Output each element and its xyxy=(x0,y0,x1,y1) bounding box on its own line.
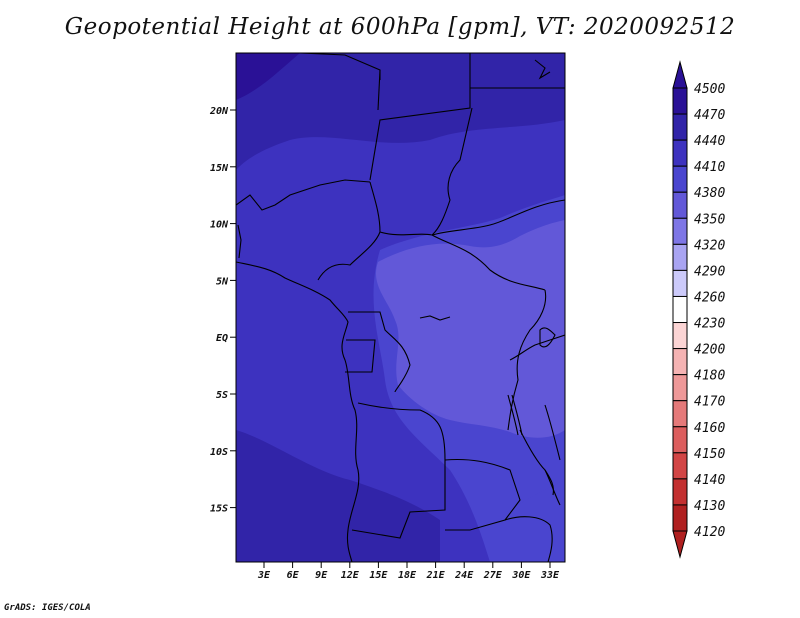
colorbar-label: 4380 xyxy=(694,186,725,201)
border-libya xyxy=(369,53,471,181)
colorbar-swatch xyxy=(672,269,688,297)
fill-4440-4470-south xyxy=(236,430,440,562)
colorbar-swatch xyxy=(672,165,688,193)
border-algeria xyxy=(299,53,381,80)
lat-tick-label: 5S xyxy=(216,390,228,401)
colorbar-swatch xyxy=(672,426,688,454)
lon-tick-label: 18E xyxy=(398,570,417,581)
colorbar-label: 4500 xyxy=(694,82,725,97)
lat-tick-label: EQ xyxy=(216,333,228,344)
lon-tick-label: 33E xyxy=(540,570,560,581)
colorbar-swatch xyxy=(672,113,688,141)
lon-tick-label: 3E xyxy=(257,570,271,581)
colorbar-label: 4180 xyxy=(694,369,725,384)
colorbar-swatch xyxy=(672,478,688,506)
border-sahel xyxy=(236,179,371,211)
lake-malawi xyxy=(544,469,554,496)
lon-tick-label: 15E xyxy=(369,570,388,581)
colorbar-label: 4200 xyxy=(694,343,725,358)
fill-4470-4500 xyxy=(236,53,300,100)
colorbar-label: 4130 xyxy=(694,499,725,514)
credit-label: GrADS: IGES/COLA xyxy=(4,603,91,613)
colorbar-label: 4440 xyxy=(694,134,725,149)
colorbar-label: 4290 xyxy=(694,264,725,279)
colorbar-swatch xyxy=(672,400,688,428)
colorbar-swatch xyxy=(672,374,688,402)
border-zimbabwe xyxy=(504,516,553,562)
border-zambia xyxy=(444,458,521,531)
lat-tick-label: 20N xyxy=(209,106,229,117)
border-congo xyxy=(348,311,411,393)
lon-tick-label: 12E xyxy=(341,570,360,581)
lon-tick-label: 6E xyxy=(287,570,300,581)
longitude-axis: 3E 6E 9E 12E 15E 18E 21E 24E 27E 30E 33E xyxy=(257,562,560,581)
lon-tick-label: 30E xyxy=(511,570,531,581)
colorbar-label: 4160 xyxy=(694,421,725,436)
border-tanzania xyxy=(544,404,561,461)
colorbar-swatch xyxy=(672,243,688,271)
colorbar-swatch xyxy=(672,87,688,115)
borders xyxy=(236,53,565,562)
colorbar-label: 4410 xyxy=(694,160,725,175)
colorbar-swatch xyxy=(672,295,688,324)
coast-west xyxy=(237,224,242,259)
fill-4440-4470-north xyxy=(236,53,565,170)
lat-tick-label: 10N xyxy=(210,220,229,231)
colorbar-label: 4120 xyxy=(694,525,725,540)
lake-victoria xyxy=(539,327,556,348)
colorbar-swatch xyxy=(672,452,688,480)
border-car xyxy=(379,231,546,291)
colorbar-bottom-cap xyxy=(672,530,688,559)
colorbar-swatch xyxy=(672,139,688,167)
colorbar-top-cap xyxy=(672,60,688,89)
colorbar-swatch xyxy=(672,504,688,532)
colorbar-swatch xyxy=(672,322,688,350)
lon-tick-label: 9E xyxy=(315,570,328,581)
contour-fill xyxy=(236,53,565,562)
river-congo xyxy=(419,315,451,321)
colorbar-swatch xyxy=(672,191,688,219)
lat-tick-label: 15S xyxy=(210,504,228,515)
fill-4350-4380 xyxy=(375,220,565,438)
lon-tick-label: 27E xyxy=(483,570,503,581)
border-gabon xyxy=(345,339,376,373)
map-frame xyxy=(235,52,566,563)
colorbar-swatch xyxy=(672,348,688,376)
fill-4380-4410-se xyxy=(500,480,565,562)
colorbar-label: 4470 xyxy=(694,108,725,123)
colorbar: 4500 4470 4440 4410 4380 4350 4320 4290 4260 4230… xyxy=(672,60,725,559)
coast-red-sea xyxy=(534,59,551,80)
lat-tick-label: 5N xyxy=(216,276,229,287)
border-uganda xyxy=(509,334,565,361)
colorbar-label: 4260 xyxy=(694,290,725,305)
colorbar-swatch xyxy=(672,217,688,245)
border-south-sudan xyxy=(431,199,565,236)
latitude-axis: 20N 15N 10N 5N EQ 5S 10S 15S xyxy=(209,106,236,515)
lake-tanganyika xyxy=(507,394,523,436)
colorbar-label: 4320 xyxy=(694,238,725,253)
colorbar-label: 4170 xyxy=(694,395,725,410)
colorbar-label: 4140 xyxy=(694,473,725,488)
lon-tick-label: 24E xyxy=(454,570,474,581)
border-cameroon-nigeria xyxy=(317,181,381,281)
colorbar-label: 4350 xyxy=(694,212,725,227)
border-sudan xyxy=(431,107,473,236)
map-title: Geopotential Height at 600hPa [gpm], VT:… xyxy=(64,14,736,40)
lat-tick-label: 10S xyxy=(210,447,228,458)
colorbar-label: 4150 xyxy=(694,447,725,462)
lon-tick-label: 21E xyxy=(426,570,446,581)
lat-tick-label: 15N xyxy=(210,163,229,174)
colorbar-label: 4230 xyxy=(694,317,725,332)
coastline xyxy=(236,261,360,562)
